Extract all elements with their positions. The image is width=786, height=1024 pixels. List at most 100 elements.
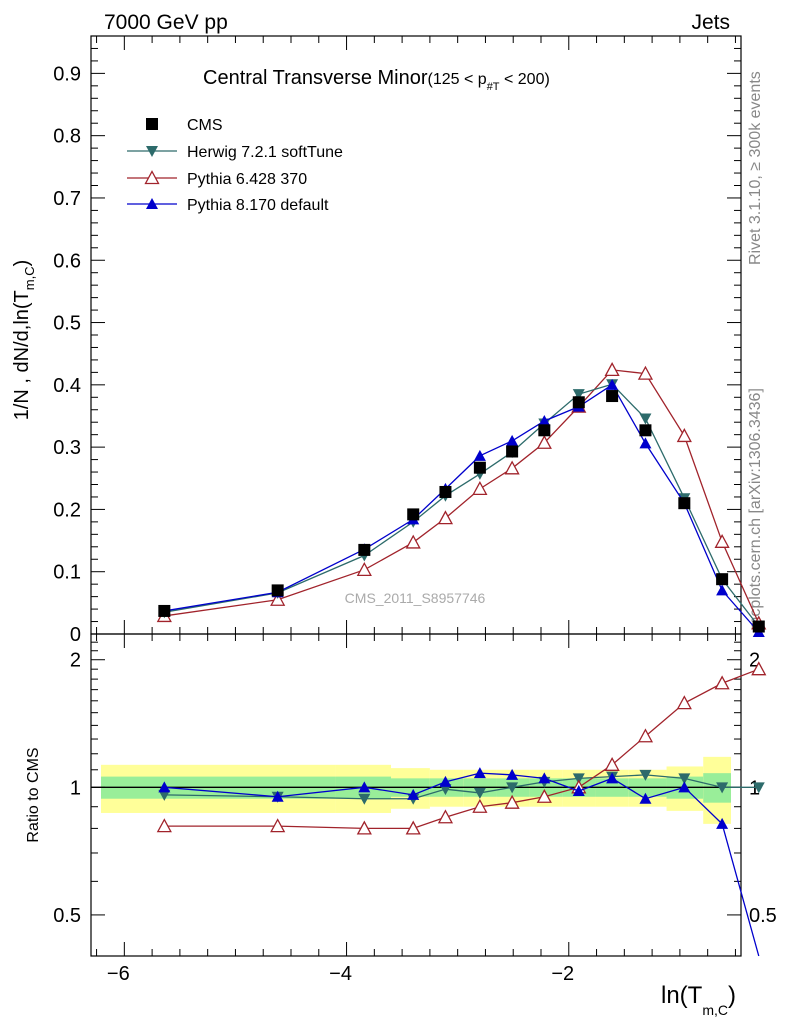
ratio-data-point — [473, 767, 486, 779]
legend: CMS Herwig 7.2.1 softTune Pythia 6.428 370… — [127, 117, 343, 214]
ratio-y-tick-label: 0.5 — [53, 905, 81, 927]
main-series-line — [164, 383, 760, 633]
main-data-point — [714, 533, 730, 548]
ratio-data-point — [504, 794, 520, 809]
ratio-data-point — [473, 787, 486, 799]
y-tick-label: 0.2 — [53, 499, 81, 521]
analysis-watermark: CMS_2011_S8957746 — [345, 590, 486, 606]
main-data-point — [604, 362, 620, 377]
ratio-data-point — [572, 773, 585, 785]
ratio-data-point — [536, 788, 552, 803]
ratio-data-point — [356, 820, 372, 835]
ratio-data-point — [506, 768, 519, 780]
y-axis-label-base: 1/N , dN/d,ln(T — [11, 290, 33, 420]
legend-marker — [146, 146, 158, 157]
main-series-line — [164, 369, 760, 624]
main-data-point — [407, 508, 420, 521]
ratio-y-tick-label: 2 — [70, 650, 81, 672]
main-data-point — [536, 434, 552, 449]
main-data-point — [606, 378, 619, 390]
y-tick-label: 0.1 — [53, 562, 81, 584]
ratio-data-point — [439, 784, 452, 796]
ratio-data-point — [407, 788, 420, 800]
main-data-point — [637, 365, 654, 380]
y-tick-label: 0.8 — [53, 126, 81, 148]
ratio-data-point — [439, 775, 452, 787]
axes: −6 −4 −2 0 0.1 0.2 0.3 0.4 0.5 0.6 0.7 0.8 0.9 0.5 0.5… — [53, 35, 777, 985]
legend-label: Herwig 7.2.1 softTune — [187, 144, 343, 161]
main-data-point — [678, 497, 691, 510]
ratio-series-line — [164, 772, 760, 957]
legend-label: CMS — [187, 117, 223, 134]
y-tick-label: 0.7 — [53, 188, 81, 210]
legend-marker — [144, 170, 160, 185]
main-data-point — [437, 510, 454, 525]
header-left: 7000 GeV pp — [104, 11, 228, 34]
side-label-bottom: mcplots.cern.ch [arXiv:1306.3436] — [747, 388, 764, 630]
main-data-point — [752, 620, 765, 633]
main-data-point — [716, 584, 729, 596]
main-data-point — [405, 534, 421, 549]
ratio-data-point — [158, 789, 171, 801]
main-data-point — [639, 424, 652, 437]
main-data-point — [473, 449, 486, 461]
ratio-data-point — [158, 781, 171, 793]
chart-title-end: < 200) — [500, 71, 550, 88]
x-axis-label-sub: m,C — [702, 1002, 728, 1018]
chart-title-main: Central Transverse Minor — [203, 67, 428, 89]
main-data-point — [439, 485, 452, 498]
x-tick-label: −6 — [107, 963, 130, 985]
ratio-data-point — [271, 790, 284, 802]
ratio-frame — [90, 633, 742, 957]
ratio-data-point — [270, 818, 286, 833]
ratio-data-point — [639, 792, 652, 804]
y-tick-label: 0.4 — [53, 375, 81, 397]
x-tick-label: −2 — [551, 963, 574, 985]
side-label-top: Rivet 3.1.10, ≥ 300k events — [747, 71, 764, 265]
main-data-point — [639, 437, 652, 449]
ratio-data-point — [506, 782, 519, 794]
ratio-y-tick-label-right: 1 — [749, 777, 760, 799]
ratio-data-point — [676, 695, 692, 710]
ratio-data-point — [572, 785, 585, 797]
ratio-data-point — [358, 781, 371, 793]
y-axis-label-main: 1/N , dN/d,ln(Tm,C) — [11, 260, 37, 421]
ratio-data-point — [637, 728, 654, 743]
ratio-data-point — [604, 756, 620, 771]
main-data-point — [473, 461, 486, 474]
main-data-point — [506, 445, 519, 458]
ratio-uncertainty-band — [91, 756, 741, 824]
main-data-point — [356, 561, 372, 576]
chart-title: Central Transverse Minor(125 < p#T < 200… — [203, 67, 550, 93]
main-data-point — [572, 389, 585, 401]
ratio-y-tick-label: 1 — [70, 777, 81, 799]
header-right: Jets — [691, 11, 730, 34]
chart-title-sub: #T — [487, 81, 500, 93]
ratio-data-point — [751, 661, 767, 676]
main-data-point — [158, 604, 171, 617]
data-series — [156, 362, 767, 957]
y-axis-label-end: ) — [11, 260, 33, 267]
y-tick-label: 0.6 — [53, 250, 81, 272]
y-tick-label: 0.3 — [53, 437, 81, 459]
ratio-data-point — [156, 818, 172, 833]
ratio-series-line — [164, 774, 759, 800]
main-data-point — [472, 480, 488, 496]
x-tick-label: −4 — [329, 963, 352, 985]
y-tick-label: 0 — [70, 624, 81, 646]
ratio-data-point — [606, 772, 619, 784]
y-tick-label: 0.9 — [53, 63, 81, 85]
ratio-y-tick-label-right: 0.5 — [749, 905, 777, 927]
main-data-point — [271, 584, 284, 597]
ratio-data-point — [358, 793, 371, 805]
ratio-data-point — [716, 817, 729, 829]
ratio-data-point — [714, 675, 730, 690]
x-axis-label-end: ) — [728, 982, 736, 1009]
main-data-point — [358, 543, 371, 556]
main-data-point — [639, 413, 652, 425]
ratio-data-point — [752, 782, 765, 794]
ratio-data-point — [716, 782, 729, 794]
main-data-point — [506, 434, 519, 446]
legend-label: Pythia 8.170 default — [187, 197, 329, 214]
main-data-point — [538, 414, 551, 426]
